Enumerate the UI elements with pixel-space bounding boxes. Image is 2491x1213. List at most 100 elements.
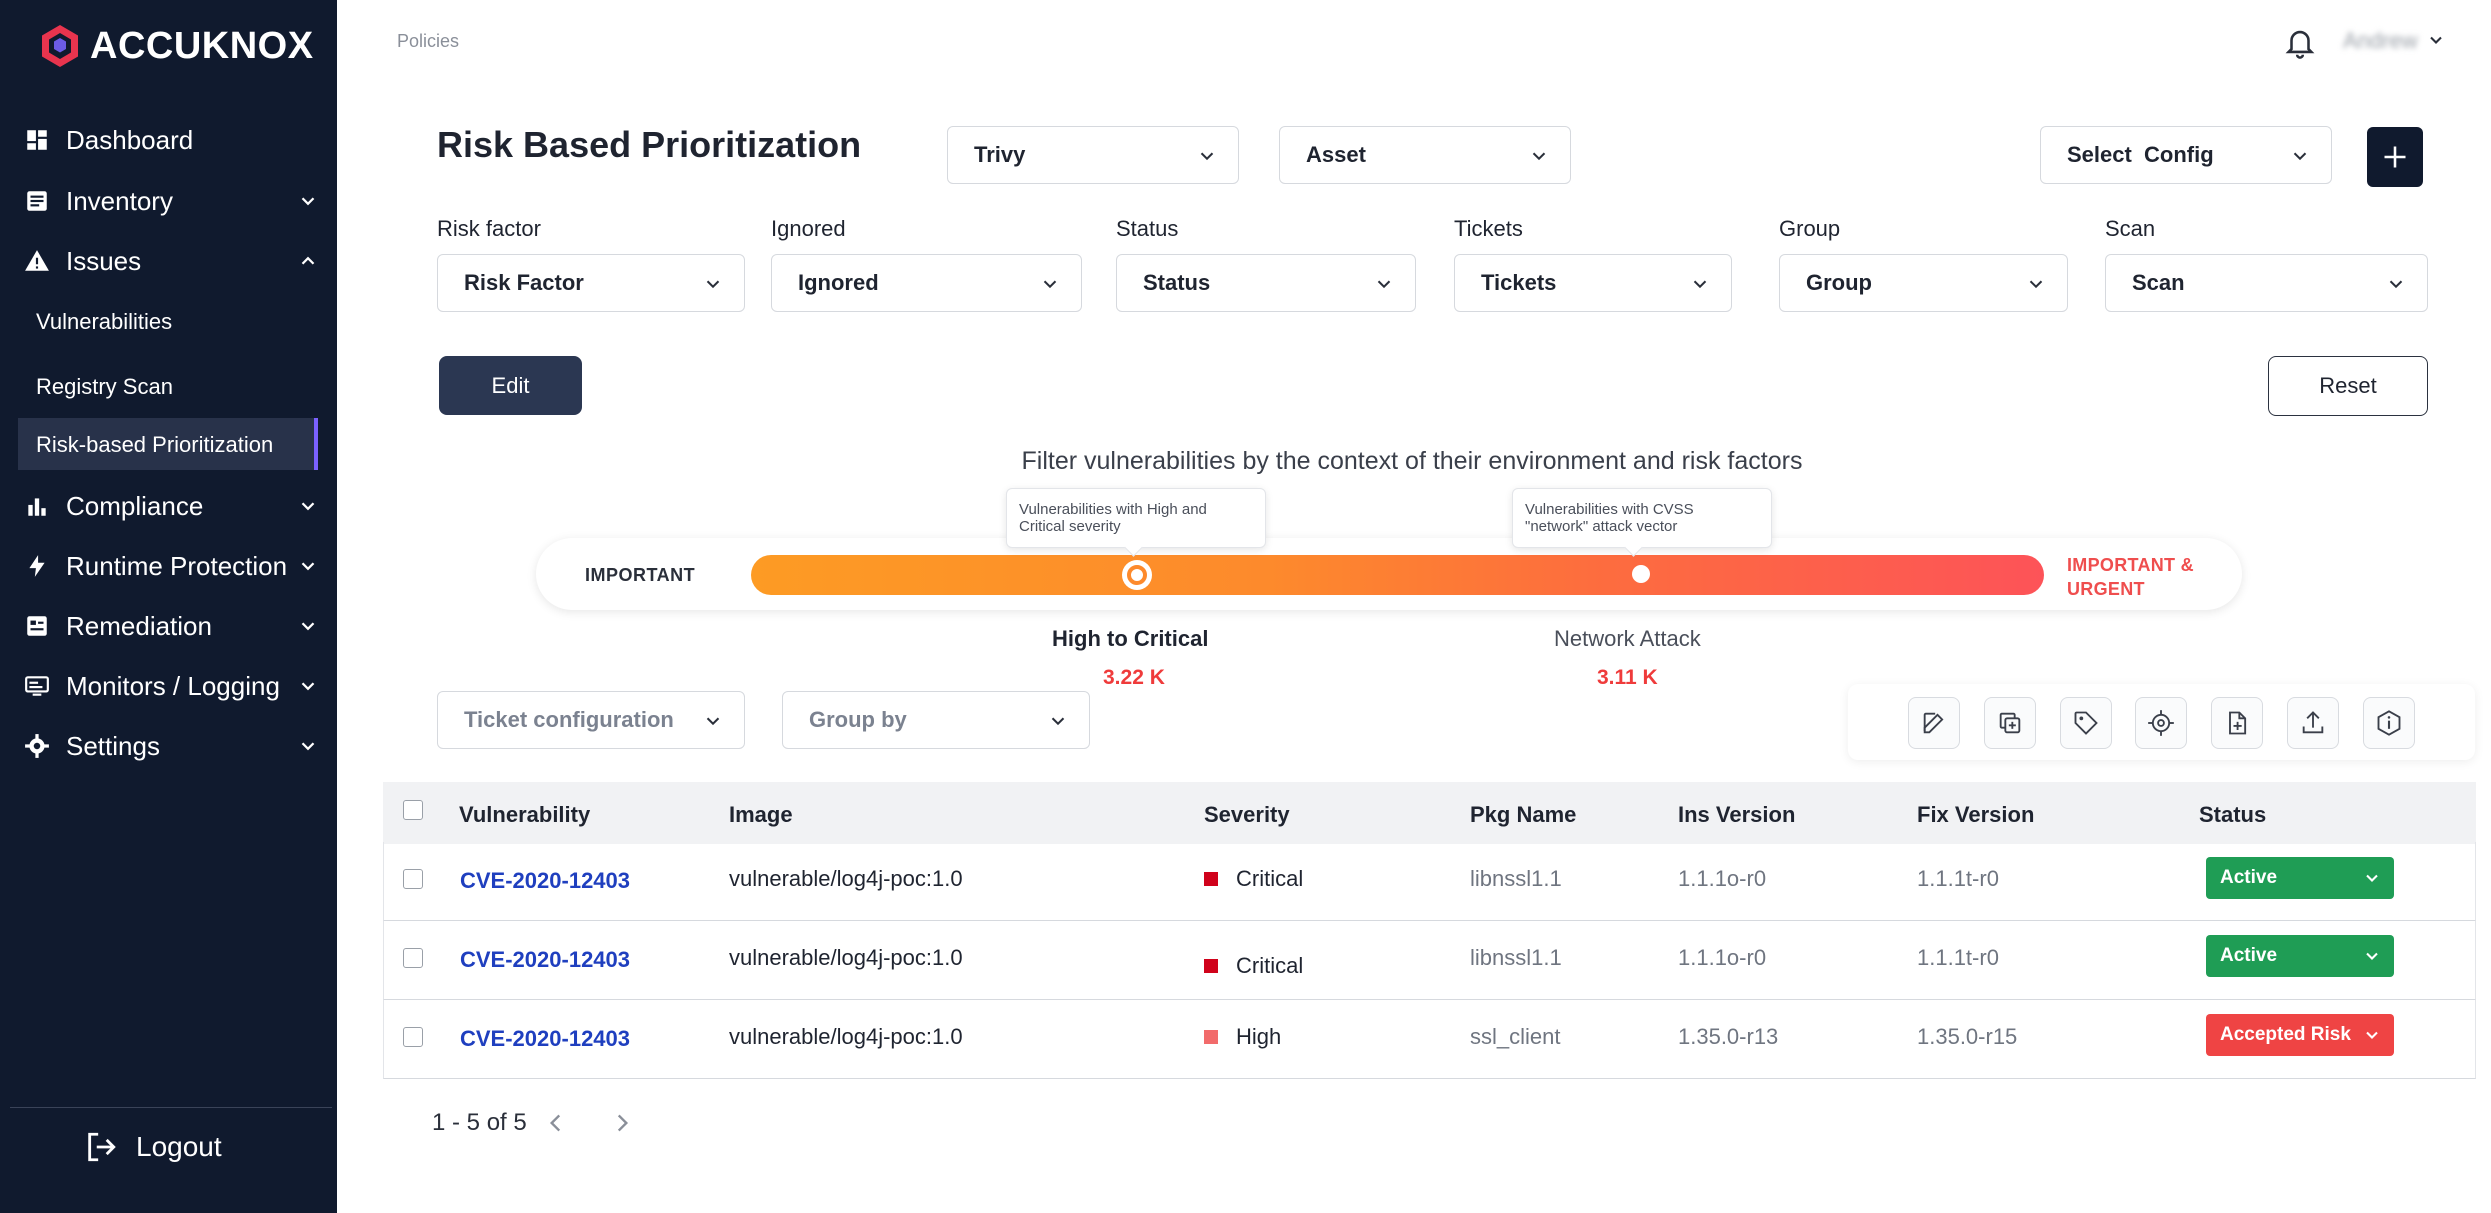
- risk-label-urgent: IMPORTANT & URGENT: [2067, 553, 2194, 601]
- risk-factor-select[interactable]: Risk Factor: [437, 254, 745, 312]
- sidebar-item-runtime-protection[interactable]: Runtime Protection: [0, 539, 337, 593]
- row-checkbox[interactable]: [403, 869, 423, 889]
- copy-tool-button[interactable]: [1984, 697, 2036, 749]
- chevron-left-icon[interactable]: [543, 1110, 569, 1136]
- add-config-button[interactable]: [2367, 127, 2423, 187]
- dashboard-icon: [27, 130, 47, 150]
- edit-button[interactable]: Edit: [439, 356, 582, 415]
- scanner-select[interactable]: Trivy: [947, 126, 1239, 184]
- severity-cell: Critical: [1236, 866, 1304, 891]
- sidebar-item-remediation[interactable]: Remediation: [0, 599, 337, 653]
- sidebar-item-label: Settings: [66, 730, 160, 761]
- sidebar-item-monitors-logging[interactable]: Monitors / Logging: [0, 659, 337, 713]
- row-checkbox[interactable]: [403, 948, 423, 968]
- select-all-checkbox[interactable]: [403, 800, 423, 820]
- column-header-pkg-name[interactable]: Pkg Name: [1470, 802, 1577, 827]
- status-select[interactable]: Status: [1116, 254, 1416, 312]
- sidebar-item-inventory[interactable]: Inventory: [0, 174, 337, 228]
- risk-marker-network-attack[interactable]: [1632, 565, 1650, 583]
- tickets-select-value: Tickets: [1481, 270, 1557, 295]
- chevron-down-icon: [301, 197, 315, 206]
- filter-label-tickets: Tickets: [1454, 216, 1523, 241]
- status-dropdown-active[interactable]: Active: [2206, 935, 2394, 977]
- table-row[interactable]: [383, 842, 2476, 921]
- status-dropdown-active[interactable]: Active: [2206, 857, 2394, 899]
- ignored-select-value: Ignored: [798, 270, 879, 295]
- table-row[interactable]: [383, 1000, 2476, 1079]
- chevron-down-icon: [1532, 152, 1546, 161]
- sidebar: ACCUKNOX Dashboard Inventory Issues Vuln…: [0, 0, 337, 1213]
- risk-label-important: IMPORTANT: [585, 565, 696, 585]
- chevron-down-icon[interactable]: [2426, 30, 2446, 50]
- remediation-icon: [27, 616, 47, 636]
- tickets-select[interactable]: Tickets: [1454, 254, 1732, 312]
- asset-select[interactable]: Asset: [1279, 126, 1571, 184]
- monitor-icon: [25, 676, 49, 696]
- ticket-configuration-value: Ticket configuration: [464, 707, 674, 732]
- tag-tool-button[interactable]: [2060, 697, 2112, 749]
- breadcrumb[interactable]: Policies: [397, 31, 460, 51]
- logout-button[interactable]: Logout: [84, 1130, 222, 1164]
- row-checkbox[interactable]: [403, 1027, 423, 1047]
- column-header-status[interactable]: Status: [2199, 802, 2267, 827]
- column-header-fix-version[interactable]: Fix Version: [1917, 802, 2035, 827]
- tooltip-line: Vulnerabilities with High and: [1019, 501, 1207, 518]
- notification-bell-icon[interactable]: [2283, 24, 2317, 60]
- ignored-select[interactable]: Ignored: [771, 254, 1082, 312]
- info-tool-button[interactable]: [2363, 697, 2415, 749]
- group-by-select[interactable]: Group by: [782, 691, 1090, 749]
- chevron-down-icon: [2389, 280, 2403, 289]
- column-header-ins-version[interactable]: Ins Version: [1678, 802, 1796, 827]
- column-header-severity[interactable]: Severity: [1204, 802, 1290, 827]
- table-row[interactable]: [383, 921, 2476, 1000]
- sidebar-item-issues[interactable]: Issues: [0, 234, 337, 288]
- export-tool-button[interactable]: [2287, 697, 2339, 749]
- metric-network-attack-name[interactable]: Network Attack: [1554, 626, 1701, 651]
- chevron-down-icon: [301, 622, 315, 631]
- sidebar-item-compliance[interactable]: Compliance: [0, 479, 337, 533]
- vulnerability-link[interactable]: CVE-2020-12403: [460, 868, 631, 893]
- ticket-configuration-select[interactable]: Ticket configuration: [437, 691, 745, 749]
- sidebar-subitem-registry-scan[interactable]: Registry Scan: [36, 374, 173, 399]
- chevron-right-icon[interactable]: [609, 1110, 635, 1136]
- status-value: Accepted Risk: [2220, 1024, 2351, 1045]
- sidebar-subitem-vulnerabilities[interactable]: Vulnerabilities: [36, 309, 173, 334]
- sidebar-item-dashboard[interactable]: Dashboard: [0, 113, 337, 167]
- risk-marker-high-critical[interactable]: [1122, 560, 1152, 590]
- warning-icon: [25, 250, 49, 271]
- chevron-down-icon: [1043, 280, 1057, 289]
- filter-label-group: Group: [1779, 216, 1841, 241]
- status-value: Active: [2220, 945, 2278, 966]
- copy-icon: [1999, 712, 2021, 734]
- chevron-down-icon: [706, 717, 720, 726]
- column-header-image[interactable]: Image: [729, 802, 793, 827]
- status-dropdown-accepted-risk[interactable]: Accepted Risk: [2206, 1014, 2394, 1056]
- image-cell: vulnerable/log4j-poc:1.0: [729, 945, 963, 970]
- column-header-vulnerability[interactable]: Vulnerability: [459, 802, 591, 827]
- scanner-select-value: Trivy: [974, 142, 1026, 167]
- risk-gradient-bar[interactable]: [751, 555, 2044, 595]
- config-select[interactable]: Select Config: [2040, 126, 2332, 184]
- target-icon: [2148, 710, 2174, 736]
- sidebar-subitem-risk-based-prioritization[interactable]: Risk-based Prioritization: [18, 418, 318, 470]
- vulnerability-link[interactable]: CVE-2020-12403: [460, 1026, 631, 1051]
- chevron-up-icon: [301, 256, 315, 265]
- user-name[interactable]: Andrew: [2343, 28, 2418, 53]
- target-tool-button[interactable]: [2135, 697, 2187, 749]
- reset-button[interactable]: Reset: [2268, 356, 2428, 416]
- group-select[interactable]: Group: [1779, 254, 2068, 312]
- scan-select[interactable]: Scan: [2105, 254, 2428, 312]
- add-file-tool-button[interactable]: [2211, 697, 2263, 749]
- sidebar-subitem-label: Risk-based Prioritization: [36, 432, 274, 457]
- brand-logo[interactable]: ACCUKNOX: [36, 22, 314, 70]
- metric-high-critical-name[interactable]: High to Critical: [1052, 626, 1209, 651]
- vulnerability-link[interactable]: CVE-2020-12403: [460, 947, 631, 972]
- sidebar-item-settings[interactable]: Settings: [0, 719, 337, 773]
- chevron-down-icon: [301, 502, 315, 511]
- status-select-value: Status: [1143, 270, 1211, 295]
- edit-icon: [1923, 712, 1944, 734]
- edit-tool-button[interactable]: [1908, 697, 1960, 749]
- chevron-down-icon: [2029, 280, 2043, 289]
- chevron-down-icon: [2366, 874, 2378, 882]
